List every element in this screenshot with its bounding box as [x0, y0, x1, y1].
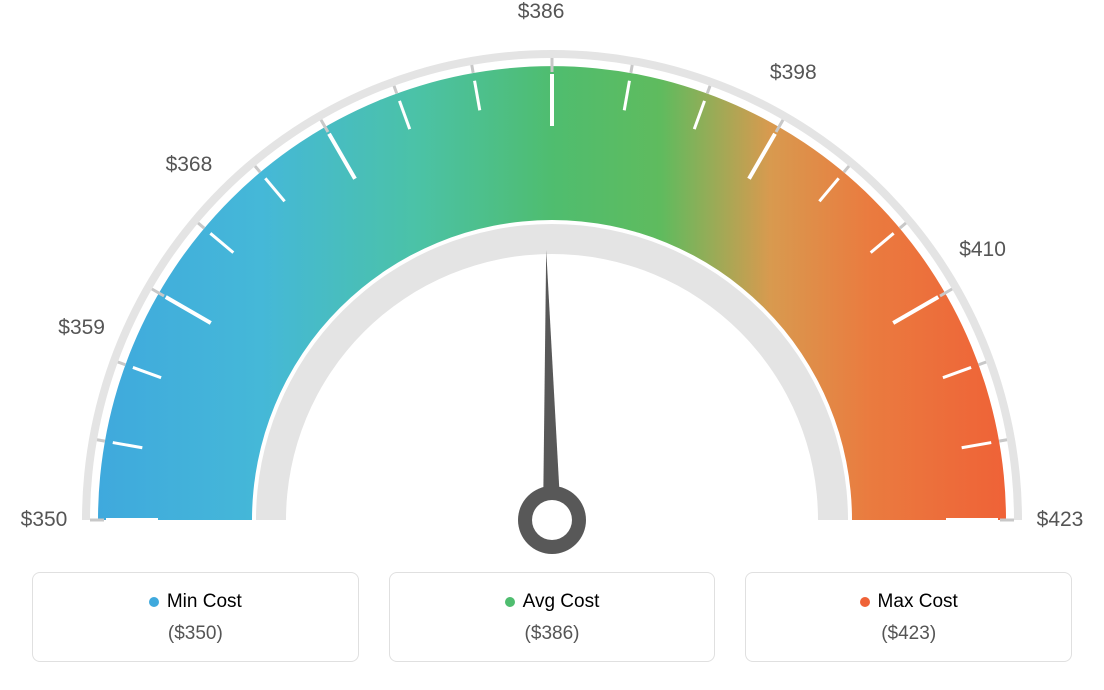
legend-min-label: Min Cost [167, 591, 242, 613]
gauge-tick-label: $350 [21, 508, 68, 532]
gauge-tick-label: $386 [518, 0, 565, 24]
legend-max-label: Max Cost [878, 591, 958, 613]
legend-card-avg: Avg Cost ($386) [389, 572, 716, 662]
legend-title-min: Min Cost [149, 591, 242, 613]
legend-title-max: Max Cost [860, 591, 958, 613]
gauge-svg [0, 0, 1104, 560]
legend-min-value: ($350) [43, 623, 348, 645]
dot-icon [149, 597, 159, 607]
gauge-tick-label: $410 [959, 238, 1006, 262]
gauge-tick-label: $368 [166, 153, 213, 177]
gauge-chart: $350 $359 $368 $386 $398 $410 $423 [0, 0, 1104, 560]
gauge-tick-label: $423 [1037, 508, 1084, 532]
legend-avg-label: Avg Cost [523, 591, 600, 613]
gauge-tick-label: $398 [770, 61, 817, 85]
legend-avg-value: ($386) [400, 623, 705, 645]
legend-card-min: Min Cost ($350) [32, 572, 359, 662]
dot-icon [860, 597, 870, 607]
legend-card-max: Max Cost ($423) [745, 572, 1072, 662]
dot-icon [505, 597, 515, 607]
legend-title-avg: Avg Cost [505, 591, 600, 613]
legend-max-value: ($423) [756, 623, 1061, 645]
gauge-tick-label: $359 [58, 316, 105, 340]
legend-row: Min Cost ($350) Avg Cost ($386) Max Cost… [32, 572, 1072, 662]
